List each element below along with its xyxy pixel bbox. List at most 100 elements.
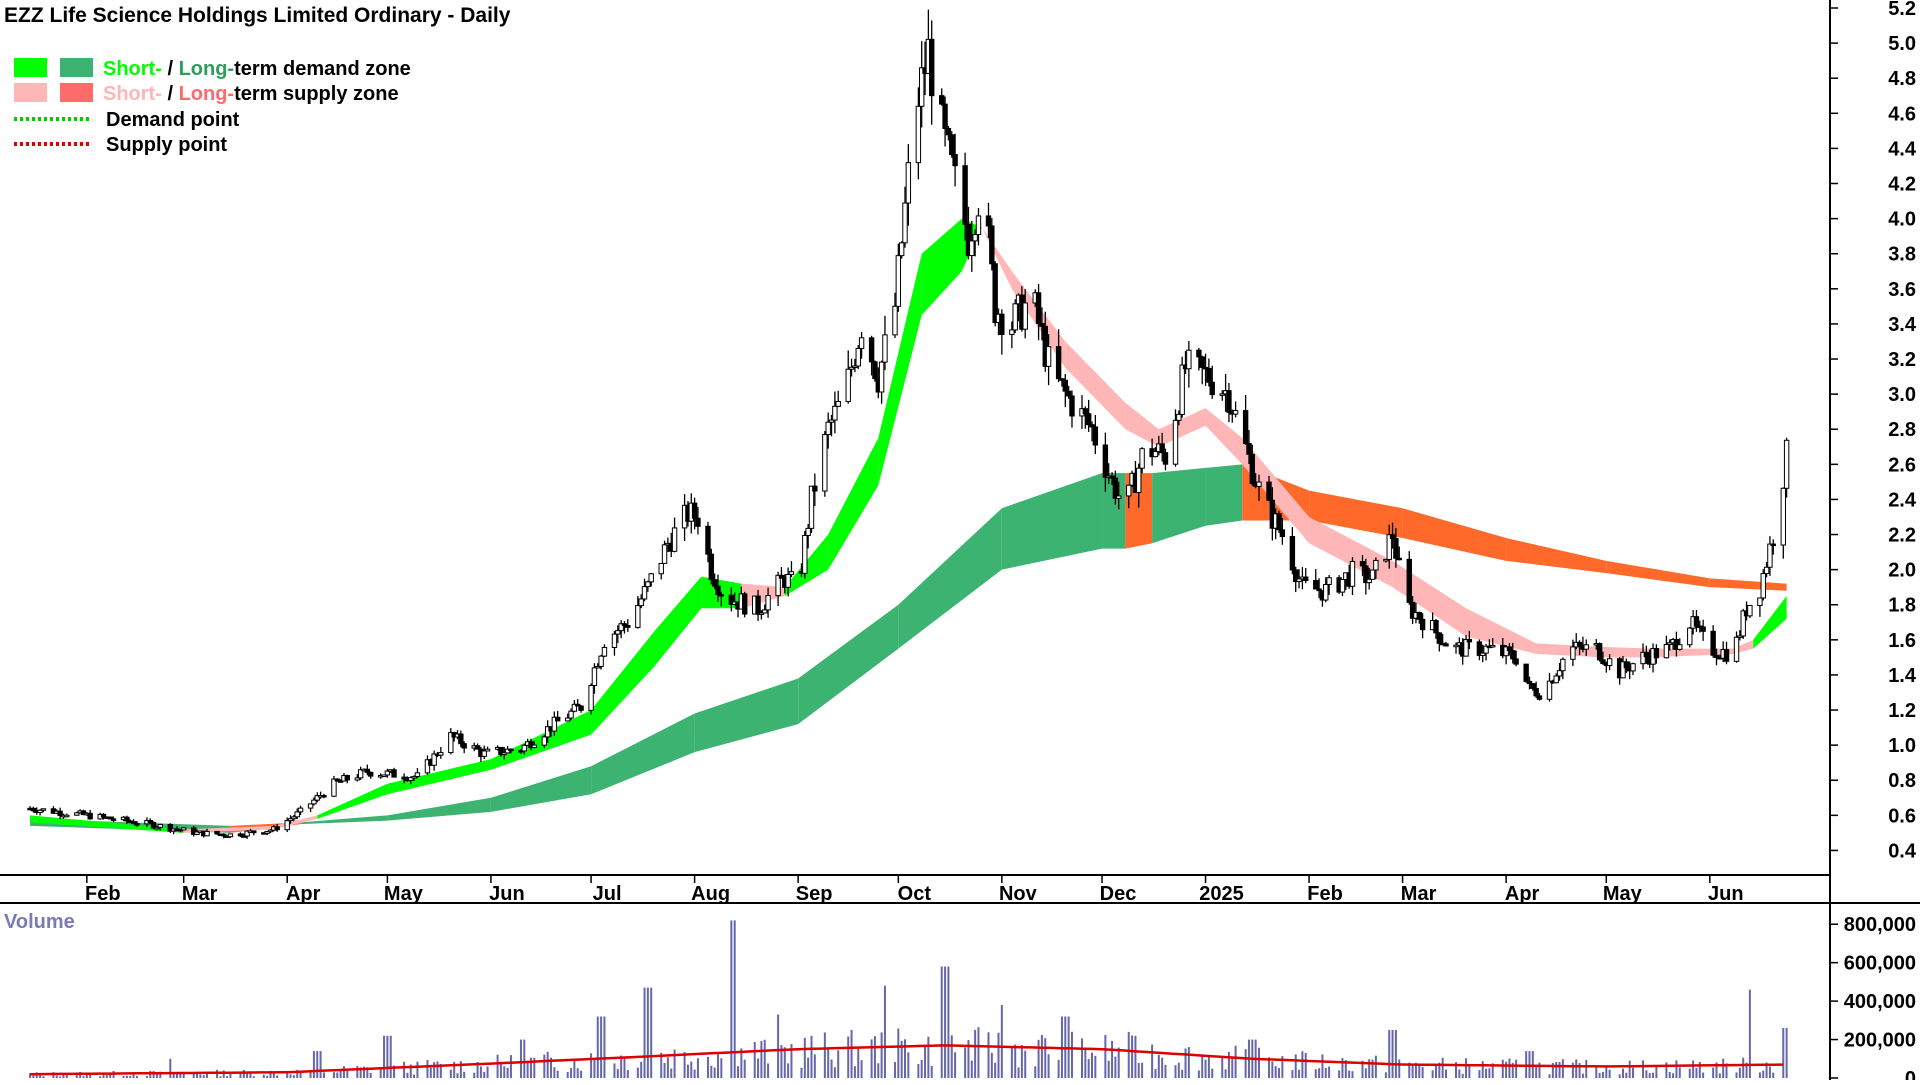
short-term-zone-supply-segment [1242,438,1310,544]
candle-body [284,820,290,831]
short-term-zone-demand-segment [317,783,388,819]
candle-body [554,716,561,722]
candle-body [1546,680,1553,700]
candle-body [150,821,157,829]
candle-body [848,366,855,370]
candle-body [190,827,197,835]
candle-body [601,646,608,657]
candle-body [481,750,487,757]
volume-y-tick-label: 800,000 [1844,914,1916,936]
candle-body [578,705,584,711]
candle-body [221,833,227,837]
candle-body [1463,638,1469,657]
price-y-tick-label: 3.8 [1888,244,1916,266]
candle-body [708,553,715,581]
candle-body [227,833,234,838]
candle-body [1643,651,1650,658]
candle-body [711,579,718,587]
candle-body [1296,578,1302,582]
candle-body [1089,424,1095,428]
candle-body [314,795,320,801]
candle-body [635,605,641,628]
candle-body [825,421,831,436]
candle-body [331,778,337,797]
candle-body [1737,635,1743,638]
candle-body [1293,569,1299,582]
candle-body [845,368,851,402]
candle-body [812,485,818,492]
candle-body [1039,323,1045,327]
candle-body [625,625,631,628]
candle-body [414,772,421,777]
candle-body [565,717,571,722]
price-y-tick-label: 1.8 [1888,595,1916,617]
candle-body [124,816,130,822]
candle-body [484,748,491,752]
price-x-tick-label: May [1603,883,1643,905]
short-term-zone-demand-segment [490,710,592,770]
candle-body [1623,661,1630,669]
candle-body [1693,616,1700,627]
candle-body [1393,538,1399,559]
volume-y-tick-label: 400,000 [1844,991,1916,1013]
candle-body [1386,534,1392,560]
candle-body [367,771,374,777]
volume-y-tick-label: 200,000 [1844,1030,1916,1052]
candle-body [969,240,975,257]
candle-body [1760,573,1766,599]
candle-body [134,823,140,826]
candle-body [1506,646,1513,652]
candle-body [551,716,558,732]
candle-body [1139,448,1145,469]
legend-supply-short: Short- [103,83,162,105]
candle-body [1159,443,1165,454]
candle-body [1783,439,1790,489]
price-y-tick-label: 4.0 [1888,209,1916,231]
candle-body [1490,644,1496,648]
short-term-zone-demand-segment [878,253,922,486]
long-term-zone-supply-segment [1402,508,1507,561]
candle-body [1289,536,1296,571]
long-term-zone-demand-segment [591,713,695,795]
candle-body [461,743,467,749]
candle-body [1366,578,1372,584]
candle-body [154,826,160,830]
candle-body [438,752,444,756]
legend-item-demand-point: Demand point [106,109,240,131]
price-y-tick-label: 3.6 [1888,279,1916,301]
candle-body [1035,292,1042,325]
candle-body [521,744,527,752]
candle-body [1570,646,1576,660]
price-y-tick-label: 2.4 [1888,489,1917,511]
candle-body [992,263,998,324]
price-x-tick-label: Feb [1307,883,1343,905]
candle-body [621,623,628,627]
candle-body [1082,408,1089,415]
candle-body [691,502,698,519]
candle-body [918,67,925,107]
candle-body [1723,649,1730,662]
candle-body [501,752,507,756]
price-x-tick-label: Apr [286,883,321,905]
candle-body [1433,620,1439,634]
legend-supply-sep: / [162,83,179,105]
legend-swatch-short-supply [14,83,47,102]
candle-body [1780,487,1786,546]
candle-body [1533,687,1539,697]
candle-body [401,776,407,780]
candle-body [1480,652,1486,656]
long-term-zone-supply-segment [1309,490,1403,539]
price-y-tick-label: 1.2 [1888,700,1916,722]
candle-body [391,769,397,778]
candle-body [1553,675,1559,684]
candle-body [1373,559,1379,571]
candle-body [544,726,551,738]
candle-body [945,127,952,136]
candle-body [872,361,878,380]
candle-body [87,812,93,820]
long-term-zone-layer [30,464,1787,833]
short-term-zone-layer [30,218,1787,833]
price-y-tick-label: 3.4 [1888,314,1917,336]
candle-body [1339,578,1346,593]
candle-body [57,810,63,816]
